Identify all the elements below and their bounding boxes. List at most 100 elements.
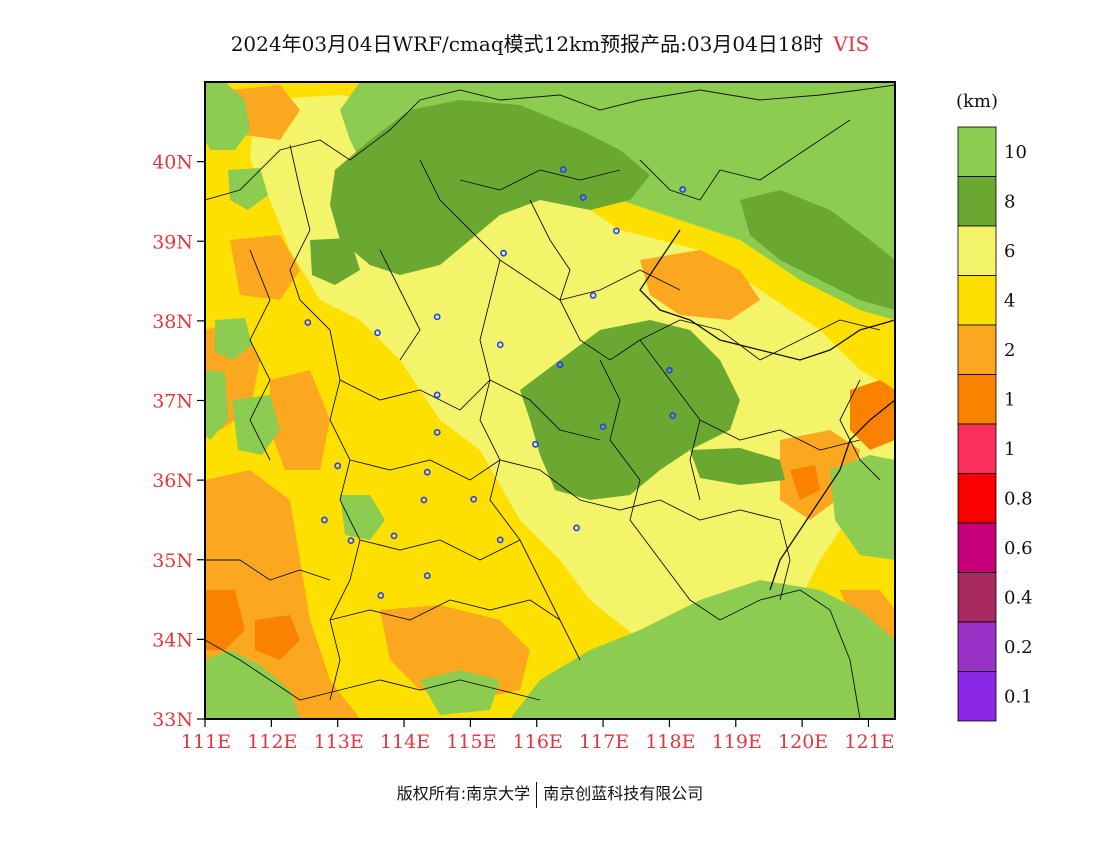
field-zone-high xyxy=(232,395,280,455)
boundary-line xyxy=(349,459,781,521)
x-tick-label: 121E xyxy=(844,731,894,753)
station-marker xyxy=(420,496,428,504)
station-marker xyxy=(423,468,431,476)
field-zone-high-dark xyxy=(690,448,785,485)
y-tick-label: 34N xyxy=(152,629,193,651)
boundary-line xyxy=(419,159,681,301)
map-title: 2024年03月04日WRF/cmaq模式12km预报产品:03月04日18时 V… xyxy=(0,28,1100,57)
y-tick-label: 37N xyxy=(152,391,193,413)
field-zone-high xyxy=(340,495,385,540)
colorbar: (km) 10 8 6 4 2 1 1 0.8 0.6 0.4 0.2 0.1 xyxy=(956,91,1033,722)
boundary-line xyxy=(459,169,621,191)
y-tick-label: 35N xyxy=(152,550,193,572)
colorbar-label: 10 xyxy=(1004,142,1027,163)
y-tick-label: 36N xyxy=(152,470,193,492)
coastline-bohai xyxy=(639,229,895,361)
boundary-line xyxy=(205,559,331,581)
company-text: 南京创蓝科技有限公司 xyxy=(543,784,704,803)
y-tick-label: 38N xyxy=(152,311,193,333)
station-marker xyxy=(500,249,507,257)
station-marker xyxy=(377,592,385,599)
field-zone-lower xyxy=(790,465,820,500)
boundary-line xyxy=(205,84,895,201)
station-marker xyxy=(532,440,539,448)
field-zone-lower xyxy=(205,590,245,650)
boundary-line xyxy=(529,199,571,301)
station-marker xyxy=(496,536,504,544)
station-marker xyxy=(666,366,673,374)
boundary-line xyxy=(599,359,721,621)
field-zone-high xyxy=(205,370,228,440)
station-marker xyxy=(433,391,441,399)
field-zone-high xyxy=(510,580,895,719)
x-tick-label: 113E xyxy=(314,731,364,753)
field-zone-low xyxy=(270,370,330,470)
x-tick-label: 116E xyxy=(513,731,563,753)
station-marker xyxy=(559,166,567,173)
field-zone-high xyxy=(830,455,895,560)
field-zone-low xyxy=(640,250,760,320)
colorbar-label: 4 xyxy=(1004,290,1015,311)
field-zone-high xyxy=(205,82,250,150)
title-text: 2024年03月04日WRF/cmaq模式12km预报产品:03月04日18时 xyxy=(230,32,824,56)
colorbar-swatch xyxy=(957,473,997,524)
colorbar-label: 1 xyxy=(1004,439,1015,460)
x-tick-label: 118E xyxy=(645,731,695,753)
field-zone-high xyxy=(228,168,268,210)
colorbar-label: 8 xyxy=(1004,191,1015,212)
station-markers xyxy=(304,166,687,599)
field-zone-high-dark xyxy=(520,320,740,500)
colorbar-label: 0.4 xyxy=(1004,587,1033,608)
colorbar-label: 2 xyxy=(1004,340,1015,361)
station-marker xyxy=(589,291,597,299)
colorbar-unit: (km) xyxy=(956,91,998,112)
x-tick-label: 111E xyxy=(181,731,231,753)
colorbar-swatch xyxy=(957,126,997,177)
station-marker xyxy=(304,319,312,326)
colorbar-swatch xyxy=(957,522,997,573)
field-zone-high xyxy=(215,318,252,360)
boundary-line xyxy=(559,299,881,361)
footer: 版权所有:南京大学 南京创蓝科技有限公司 xyxy=(0,780,1100,808)
colorbar-swatch xyxy=(957,275,997,326)
footer-separator xyxy=(536,781,538,808)
field-zone-lower xyxy=(255,615,300,660)
station-marker xyxy=(556,361,564,369)
field-zone-high-dark xyxy=(740,190,895,310)
colorbar-swatch xyxy=(957,324,997,375)
x-tick-label: 120E xyxy=(778,731,828,753)
colorbar-label: 1 xyxy=(1004,389,1015,410)
station-marker xyxy=(679,186,687,193)
field-zone-high-dark xyxy=(310,238,360,285)
boundary-line xyxy=(689,419,701,501)
station-marker xyxy=(579,194,587,201)
station-marker xyxy=(612,227,620,235)
boundary-line xyxy=(779,519,791,601)
station-marker xyxy=(496,341,504,349)
boundary-line xyxy=(359,539,521,561)
station-marker xyxy=(599,423,607,431)
boundary-line xyxy=(289,144,361,701)
boundary-line xyxy=(249,249,271,461)
colorbar-label: 0.2 xyxy=(1004,637,1033,658)
x-tick-label: 117E xyxy=(579,731,629,753)
y-axis: 33N 34N 35N 36N 37N 38N 39N 40N xyxy=(152,152,205,731)
colorbar-label: 6 xyxy=(1004,241,1015,262)
colorbar-swatch xyxy=(957,176,997,227)
colorbar-swatch xyxy=(957,572,997,623)
station-marker xyxy=(390,532,398,540)
boundary-line xyxy=(719,589,861,719)
colorbar-label: 0.1 xyxy=(1004,686,1033,707)
y-tick-label: 39N xyxy=(152,231,193,253)
x-tick-label: 119E xyxy=(712,731,762,753)
boundary-line xyxy=(379,249,421,361)
boundary-line xyxy=(329,599,561,621)
field-zone-low xyxy=(230,235,300,300)
boundary-line xyxy=(639,339,861,451)
admin-boundaries xyxy=(205,84,895,719)
x-tick-label: 114E xyxy=(380,731,430,753)
copyright-text: 版权所有:南京大学 xyxy=(396,784,531,803)
field-zone-lower xyxy=(850,380,895,450)
station-marker xyxy=(433,428,441,436)
y-tick-label: 40N xyxy=(152,152,193,174)
